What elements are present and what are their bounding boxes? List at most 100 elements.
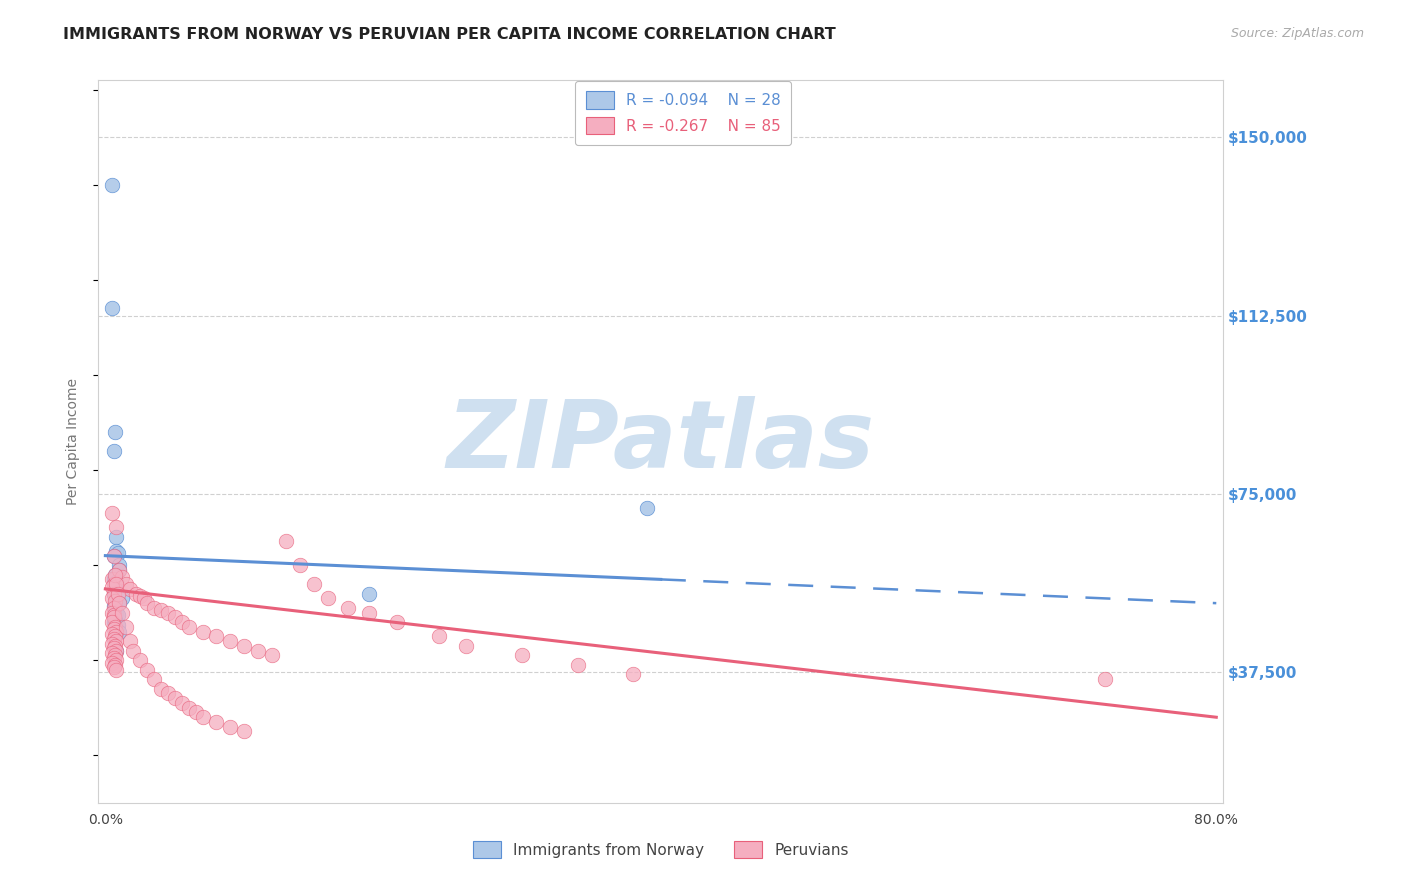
Point: [101, 178, 124, 192]
Point: [337, 601, 360, 615]
Point: [104, 620, 127, 634]
Point: [567, 657, 589, 672]
Point: [302, 577, 325, 591]
Point: [115, 577, 138, 591]
Point: [1094, 672, 1116, 686]
Point: [156, 686, 179, 700]
Point: [105, 606, 128, 620]
Point: [105, 577, 128, 591]
Point: [103, 610, 125, 624]
Point: [136, 663, 159, 677]
Point: [101, 573, 124, 587]
Point: [101, 301, 124, 316]
Legend: Immigrants from Norway, Peruvians: Immigrants from Norway, Peruvians: [464, 831, 858, 867]
Point: [108, 558, 131, 573]
Point: [103, 587, 125, 601]
Point: [105, 574, 128, 589]
Point: [111, 591, 134, 606]
Point: [111, 570, 134, 584]
Point: [108, 624, 131, 639]
Point: [107, 587, 129, 601]
Point: [104, 657, 127, 672]
Point: [136, 596, 159, 610]
Point: [177, 700, 200, 714]
Y-axis label: Per Capita Income: Per Capita Income: [66, 378, 80, 505]
Point: [107, 617, 129, 632]
Point: [120, 582, 142, 596]
Point: [108, 596, 131, 610]
Point: [101, 506, 124, 520]
Point: [105, 530, 128, 544]
Point: [156, 606, 179, 620]
Point: [103, 632, 125, 646]
Point: [108, 596, 131, 610]
Point: [170, 696, 193, 710]
Point: [129, 589, 152, 603]
Point: [170, 615, 193, 630]
Point: [103, 601, 125, 615]
Point: [101, 627, 124, 641]
Point: [101, 636, 124, 650]
Point: [101, 606, 124, 620]
Point: [104, 582, 127, 596]
Text: ZIPatlas: ZIPatlas: [447, 395, 875, 488]
Point: [103, 650, 125, 665]
Point: [219, 634, 242, 648]
Point: [247, 643, 270, 657]
Point: [115, 620, 138, 634]
Point: [107, 546, 129, 560]
Point: [636, 501, 658, 516]
Point: [191, 710, 214, 724]
Point: [105, 544, 128, 558]
Point: [316, 591, 339, 606]
Point: [103, 641, 125, 656]
Point: [143, 601, 166, 615]
Point: [103, 573, 125, 587]
Point: [103, 549, 125, 563]
Point: [104, 648, 127, 663]
Point: [205, 714, 228, 729]
Point: [105, 643, 128, 657]
Point: [103, 587, 125, 601]
Point: [359, 606, 381, 620]
Point: [105, 663, 128, 677]
Point: [104, 601, 127, 615]
Point: [104, 613, 127, 627]
Point: [104, 594, 127, 608]
Point: [125, 587, 148, 601]
Point: [184, 706, 207, 720]
Point: [101, 591, 124, 606]
Point: [104, 629, 127, 643]
Point: [191, 624, 214, 639]
Point: [163, 610, 186, 624]
Point: [233, 639, 256, 653]
Point: [219, 720, 242, 734]
Point: [104, 425, 127, 439]
Point: [205, 629, 228, 643]
Point: [427, 629, 450, 643]
Point: [456, 639, 478, 653]
Point: [104, 567, 127, 582]
Point: [103, 549, 125, 563]
Point: [149, 603, 172, 617]
Point: [120, 634, 142, 648]
Point: [134, 591, 156, 606]
Point: [359, 587, 381, 601]
Point: [108, 563, 131, 577]
Point: [103, 615, 125, 630]
Point: [385, 615, 408, 630]
Point: [101, 656, 124, 670]
Point: [177, 620, 200, 634]
Point: [274, 534, 297, 549]
Point: [621, 667, 644, 681]
Point: [107, 608, 129, 623]
Point: [105, 634, 128, 648]
Point: [143, 672, 166, 686]
Point: [103, 577, 125, 591]
Point: [104, 639, 127, 653]
Point: [288, 558, 311, 573]
Point: [129, 653, 152, 667]
Point: [233, 724, 256, 739]
Point: [101, 580, 124, 594]
Point: [260, 648, 283, 663]
